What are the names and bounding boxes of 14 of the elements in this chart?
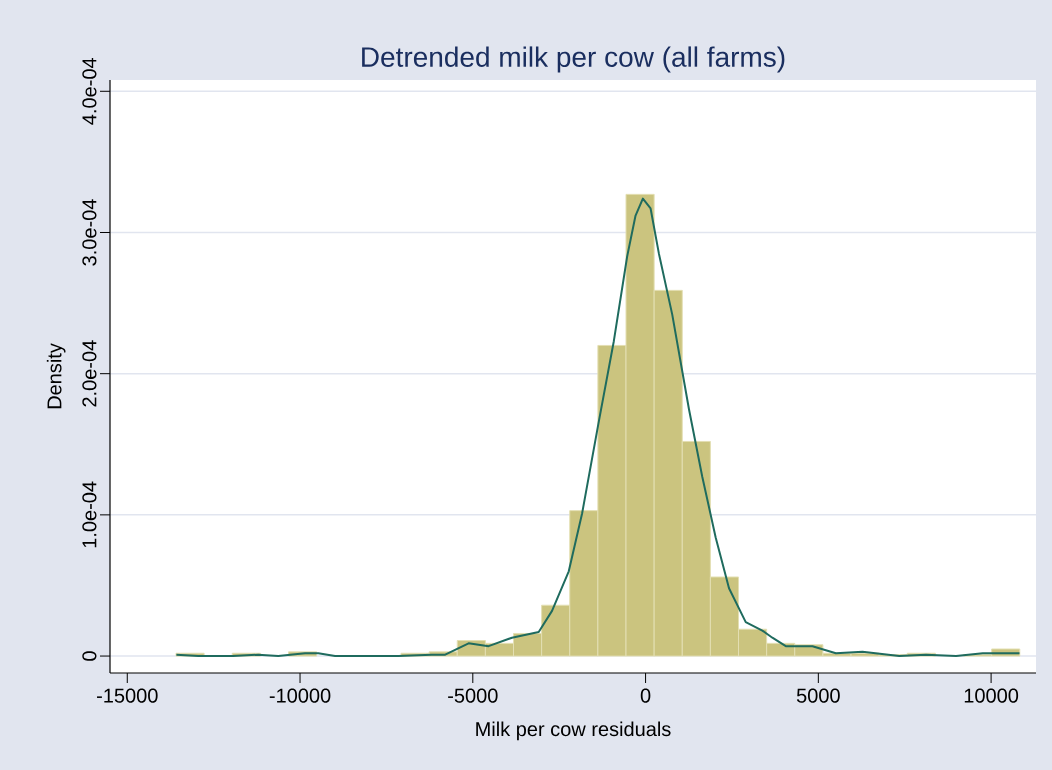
x-tick-label: 5000	[796, 688, 840, 703]
y-tick-label: 2.0e-04	[82, 340, 97, 407]
y-tick-label: 4.0e-04	[82, 57, 97, 125]
x-tick-label: -15000	[97, 688, 158, 703]
x-tick-label: -10000	[269, 688, 331, 703]
x-tick-label: -5000	[448, 688, 498, 703]
x-tick-label: 10000	[964, 688, 1019, 703]
chart-title: Detrended milk per cow (all farms)	[362, 46, 785, 73]
x-axis-title: Milk per cow residuals	[476, 721, 671, 741]
y-tick-label: 3.0e-04	[82, 199, 97, 266]
y-axis-title: Density	[46, 343, 66, 409]
x-tick-label: 0	[640, 688, 651, 703]
y-tick-label: 1.0e-04	[82, 481, 97, 548]
y-tick-label: 0	[82, 651, 97, 661]
